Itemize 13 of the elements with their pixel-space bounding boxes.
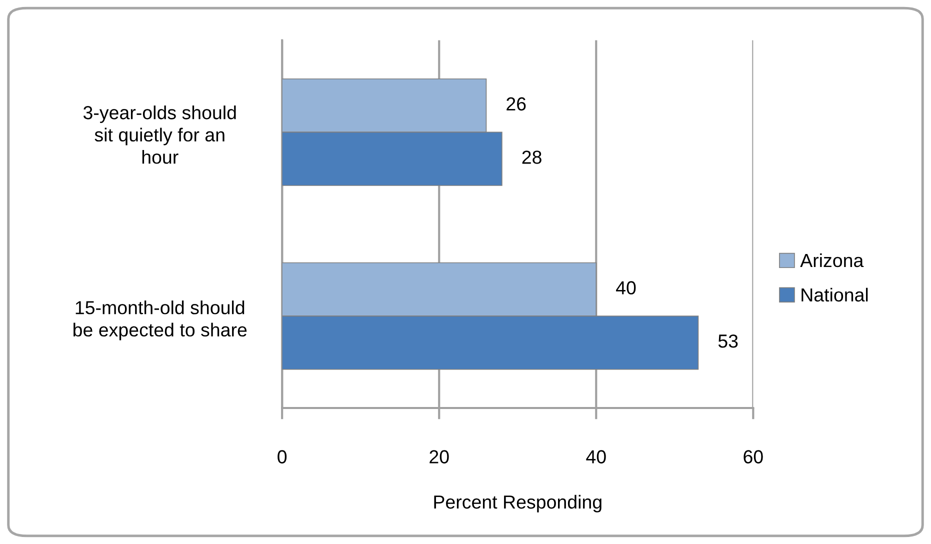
x-tick-label: 40 bbox=[586, 450, 606, 464]
x-axis-title: Percent Responding bbox=[434, 494, 602, 512]
x-tick-label: 20 bbox=[430, 450, 449, 464]
data-label: 28 bbox=[522, 150, 542, 164]
data-label: 53 bbox=[718, 334, 738, 348]
y-tick-label: 15-month-old should be expected to share bbox=[74, 300, 247, 340]
y-tick-label: 3-year-olds should sit quietly for an hour bbox=[83, 106, 236, 164]
data-label: 26 bbox=[506, 97, 526, 111]
x-tick-label: 60 bbox=[744, 450, 763, 464]
x-tick-label: 0 bbox=[278, 450, 287, 464]
data-label: 40 bbox=[616, 281, 636, 294]
legend-label: National bbox=[802, 288, 868, 302]
legend-label: Arizona bbox=[800, 253, 864, 268]
